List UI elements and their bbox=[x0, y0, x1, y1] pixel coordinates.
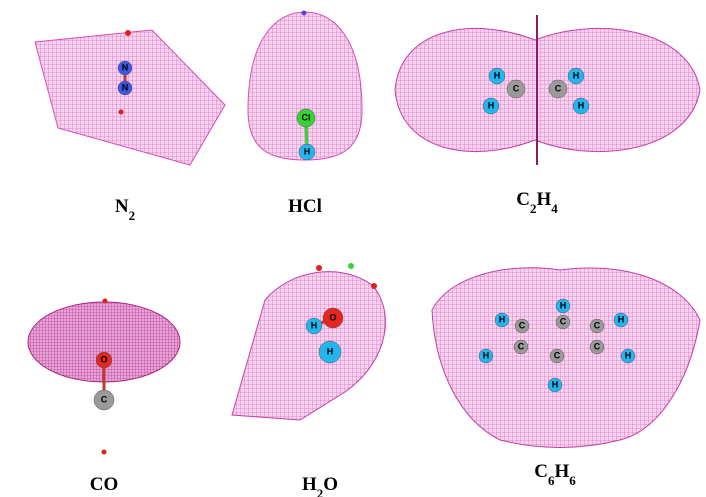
atom-label: C bbox=[594, 341, 601, 351]
molecule-label: C2H4 bbox=[516, 189, 558, 216]
atom-label: C bbox=[555, 83, 562, 93]
atom-label: H bbox=[494, 70, 501, 80]
subscript: 2 bbox=[129, 208, 136, 223]
atom bbox=[488, 67, 506, 85]
atom bbox=[620, 348, 636, 364]
atom-label: N bbox=[122, 82, 129, 92]
atom bbox=[482, 97, 500, 115]
subscript: 6 bbox=[548, 473, 555, 488]
atom bbox=[322, 307, 344, 329]
point bbox=[301, 10, 307, 16]
molecule-label: N2 bbox=[115, 196, 135, 223]
atom-label: H bbox=[560, 300, 567, 310]
atom-label: C bbox=[518, 341, 525, 351]
point bbox=[316, 265, 322, 271]
surface bbox=[431, 267, 701, 448]
molecule-label: CO bbox=[90, 474, 119, 495]
formula-part: C bbox=[534, 461, 548, 482]
atom bbox=[506, 79, 526, 99]
atom-label: C bbox=[101, 394, 108, 404]
point bbox=[125, 30, 131, 36]
surface bbox=[34, 29, 226, 166]
atom-label: H bbox=[552, 379, 559, 389]
atom-label: C bbox=[554, 350, 561, 360]
atom-label: H bbox=[578, 100, 585, 110]
atom-label: H bbox=[573, 70, 580, 80]
atom bbox=[117, 80, 133, 96]
point bbox=[118, 109, 124, 115]
atom bbox=[298, 143, 316, 161]
surface bbox=[247, 11, 363, 161]
molecule-label: HCl bbox=[288, 196, 322, 217]
atom-label: H bbox=[625, 350, 632, 360]
molecule-label: C6H6 bbox=[534, 461, 576, 488]
atom-label: C bbox=[513, 83, 520, 93]
atom bbox=[305, 317, 323, 335]
atom bbox=[117, 60, 133, 76]
surface bbox=[394, 28, 701, 152]
atom-label: H bbox=[311, 320, 318, 330]
atom bbox=[513, 339, 529, 355]
formula-part: H bbox=[536, 189, 551, 210]
atom-label: C bbox=[594, 320, 601, 330]
formula-part: C bbox=[516, 189, 530, 210]
atom-label: H bbox=[483, 350, 490, 360]
atom-label: H bbox=[327, 346, 334, 356]
atom-label: O bbox=[100, 354, 107, 364]
atom-label: H bbox=[499, 314, 506, 324]
atom bbox=[478, 348, 494, 364]
formula-part: HCl bbox=[288, 196, 322, 217]
atom bbox=[494, 312, 510, 328]
atom-label: H bbox=[618, 314, 625, 324]
atom bbox=[93, 389, 115, 411]
atom bbox=[613, 312, 629, 328]
atom-label: C bbox=[560, 316, 567, 326]
formula-part: H bbox=[302, 474, 317, 495]
atom bbox=[555, 314, 571, 330]
atom bbox=[567, 67, 585, 85]
point bbox=[102, 298, 108, 304]
surface bbox=[231, 271, 386, 421]
formula-part: H bbox=[554, 461, 569, 482]
atom-label: O bbox=[329, 312, 336, 322]
atom-label: H bbox=[304, 146, 311, 156]
atom bbox=[589, 318, 605, 334]
formula-part: N bbox=[115, 196, 129, 217]
atom bbox=[589, 339, 605, 355]
subscript: 4 bbox=[551, 201, 558, 216]
point bbox=[371, 283, 377, 289]
atom bbox=[572, 97, 590, 115]
molecule-label: H2O bbox=[302, 474, 338, 497]
formula-part: CO bbox=[90, 474, 119, 495]
atom bbox=[318, 340, 342, 364]
atom-label: N bbox=[122, 62, 129, 72]
atom-label: Cl bbox=[302, 112, 311, 122]
atom bbox=[296, 108, 316, 128]
atom bbox=[95, 351, 113, 369]
atom bbox=[555, 298, 571, 314]
subscript: 2 bbox=[317, 486, 324, 497]
atom bbox=[548, 79, 568, 99]
subscript: 6 bbox=[569, 473, 576, 488]
point bbox=[101, 449, 107, 455]
subscript: 2 bbox=[530, 201, 537, 216]
point bbox=[348, 263, 354, 269]
atom bbox=[549, 348, 565, 364]
atom bbox=[547, 377, 563, 393]
atom-label: C bbox=[519, 320, 526, 330]
atom bbox=[514, 318, 530, 334]
formula-part: O bbox=[323, 474, 338, 495]
atom-label: H bbox=[488, 100, 495, 110]
